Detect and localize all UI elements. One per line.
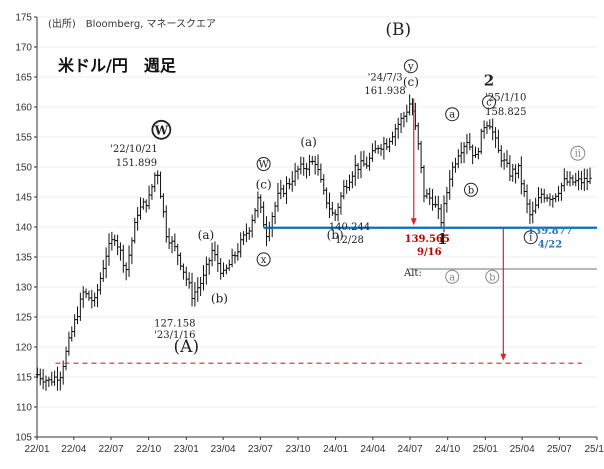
y-tick-label: 170 (15, 43, 32, 54)
wave-circle-alt-a (445, 269, 460, 284)
annotation-b-circle: b (468, 185, 474, 196)
annotation-two: 2 (484, 71, 494, 89)
annotation-W2: W (258, 160, 269, 171)
y-tick-label: 145 (15, 193, 32, 204)
annotation-a-circle: a (449, 110, 455, 121)
annotation-i: i (529, 233, 532, 244)
annotation-alt-a: a (449, 272, 455, 283)
y-tick-label: 140 (15, 223, 32, 234)
x-tick-label: 25/01 (473, 444, 498, 455)
annotation-a-mid: (a) (300, 135, 317, 149)
wave-circle-ii (570, 145, 586, 161)
annotation-jan-date: '25/1/10 (485, 92, 526, 103)
annotation-apr-low-price: 139.877 (527, 226, 572, 237)
annotation-alt-b: b (489, 272, 495, 283)
wave-circle-W1 (151, 119, 172, 140)
annotation-A: (A) (174, 337, 200, 357)
annotation-b-low: (b) (211, 292, 228, 306)
y-tick-label: 110 (16, 403, 32, 414)
y-tick-label: 105 (15, 433, 32, 444)
x-tick-label: 22/01 (24, 444, 49, 455)
x-tick-label: 25/07 (547, 444, 572, 455)
wave-circle-alt-b (485, 269, 500, 284)
wave-circle-c2 (482, 95, 497, 110)
annotation-dec-low-date: 12/28 (335, 235, 364, 246)
annotation-a-low: (a) (198, 228, 215, 242)
wave-circle-y (403, 59, 418, 74)
x-tick-label: 25/10 (584, 444, 604, 455)
arrow-peak-down-head (410, 218, 417, 226)
annotation-B: (B) (385, 20, 411, 40)
annotation-jan-low-date: '23/1/16 (154, 330, 195, 341)
y-tick-label: 130 (15, 283, 32, 294)
y-tick-label: 155 (15, 133, 32, 144)
annotation-sep-low-price: 139.565 (405, 234, 450, 245)
x-tick-label: 24/10 (435, 444, 460, 455)
annotation-oct-date: '22/10/21 (110, 144, 158, 155)
annotation-c2: c (486, 98, 492, 109)
arrows (410, 98, 507, 361)
annotation-jan-low-price: 127.158 (154, 319, 195, 330)
x-tick-label: 23/07 (248, 444, 273, 455)
x-tick-label: 22/04 (61, 444, 86, 455)
y-axis: 105 110 115 120 125 130 135 140 145 150 155 160 165 1… (15, 13, 38, 444)
x-axis: 22/01 22/04 22/07 22/10 23/01 23/04 23/07 23/10… (24, 436, 604, 455)
x-tick-label: 24/07 (398, 444, 423, 455)
wave-circle-x (256, 252, 271, 267)
y-tick-label: 125 (15, 313, 32, 324)
x-tick-label: 23/01 (174, 444, 199, 455)
annotation-c-top: (c) (403, 75, 419, 89)
annotation-dec-low-price: 140.244 (329, 222, 370, 233)
x-tick-label: 24/04 (360, 444, 385, 455)
y-tick-label: 135 (15, 253, 32, 264)
annotation-peak-date: '24/7/3 (368, 73, 403, 84)
wave-circle-W2 (256, 157, 271, 171)
y-tick-label: 120 (15, 343, 32, 354)
source-text: (出所) Bloomberg, マネースクエア (48, 17, 216, 30)
annotation-x: x (261, 255, 267, 266)
y-tick-label: 160 (15, 103, 32, 114)
annotation-one: 1 (437, 230, 447, 248)
arrow-target-down-head (500, 353, 507, 361)
price-bars (35, 94, 592, 391)
wave-circle-b-circle (464, 182, 479, 197)
x-tick-label: 22/10 (136, 444, 161, 455)
x-tick-label: 23/10 (285, 444, 310, 455)
chart-title: 米ドル/円 週足 (58, 56, 177, 75)
annotation-apr-low-date: 4/22 (538, 239, 563, 250)
y-tick-label: 165 (15, 73, 32, 84)
x-tick-label: 22/07 (99, 444, 124, 455)
x-tick-label: 25/04 (510, 444, 535, 455)
annotation-peak-price: 161.938 (364, 86, 405, 97)
x-tick-label: 23/04 (211, 444, 236, 455)
wave-circle-a-circle (445, 107, 460, 122)
annotation-y: y (407, 62, 414, 73)
annotation-ii: ii (575, 149, 581, 160)
annotation-c-mid: (c) (256, 178, 272, 192)
annotation-oct-price: 151.899 (116, 158, 157, 169)
y-tick-label: 175 (15, 13, 32, 24)
wave-circle-i (523, 230, 538, 245)
x-tick-label: 24/01 (323, 444, 348, 455)
annotations: (B)y(c)'24/7/3161.9382c'25/1/10158.825ab… (110, 20, 586, 357)
annotation-sep-low-date: 9/16 (417, 247, 442, 258)
y-tick-label: 150 (15, 163, 32, 174)
annotation-alt: Alt: (403, 268, 422, 279)
y-tick-label: 115 (16, 373, 32, 384)
annotation-jan-price: 158.825 (485, 107, 526, 118)
annotation-W1: W (154, 123, 169, 137)
annotation-b-mid: (b) (327, 228, 344, 242)
